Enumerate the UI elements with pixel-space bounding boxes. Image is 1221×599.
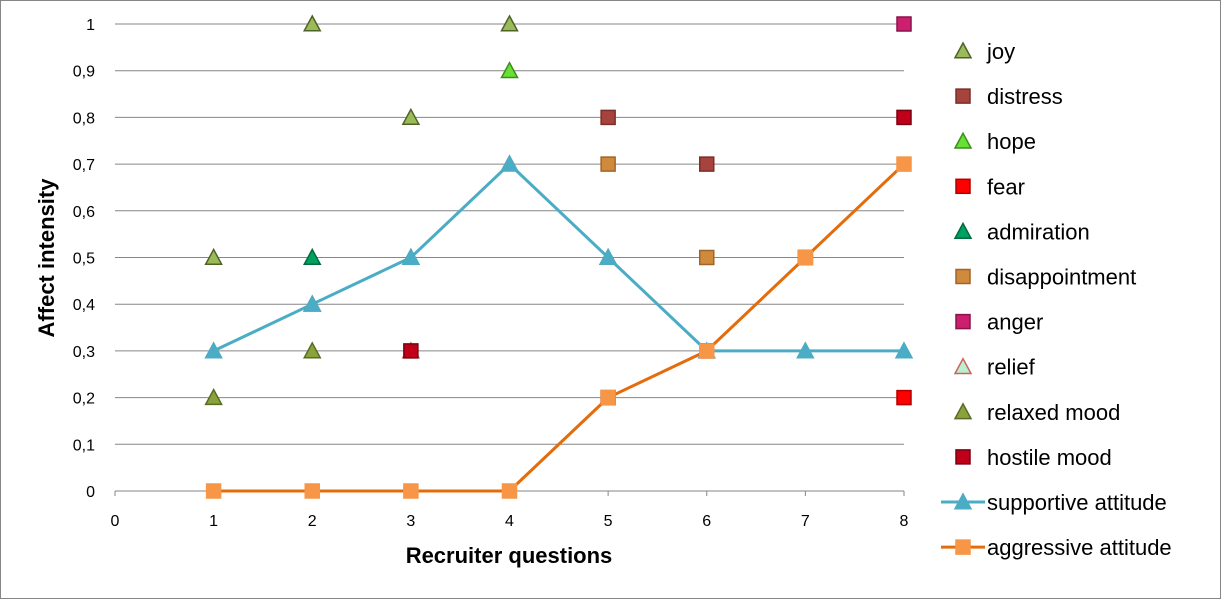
x-tick-label: 3 bbox=[406, 513, 415, 530]
legend-item-anger: anger bbox=[955, 310, 1043, 335]
legend-marker bbox=[953, 357, 973, 375]
legend-marker bbox=[955, 178, 971, 195]
legend-item-relief: relief bbox=[953, 355, 1036, 380]
y-tick-label: 0,7 bbox=[73, 157, 95, 174]
legend-item-relaxed-mood: relaxed mood bbox=[953, 400, 1120, 425]
joy-point bbox=[500, 14, 519, 32]
x-tick-label: 6 bbox=[702, 513, 711, 530]
relaxed-mood-point bbox=[204, 388, 223, 406]
hope-point bbox=[500, 61, 519, 79]
y-tick-label: 0,3 bbox=[73, 344, 95, 361]
joy-point bbox=[204, 247, 223, 266]
relaxed-mood-point bbox=[302, 341, 322, 359]
legend-item-disappointment: disappointment bbox=[955, 265, 1136, 290]
admiration-point bbox=[302, 247, 322, 266]
gridlines bbox=[115, 23, 904, 445]
aggressive-attitude-point bbox=[403, 483, 419, 499]
series-lines bbox=[212, 162, 906, 493]
x-tick-label: 1 bbox=[209, 513, 218, 530]
x-tick-label: 8 bbox=[900, 513, 909, 530]
y-axis-title: Affect intensity bbox=[34, 178, 59, 338]
axes: 0 0,1 0,2 0,3 0,4 0,5 0,6 0,7 0,8 0,9 1 0 1 2 3 4 5 6 7 8 bbox=[73, 17, 909, 530]
y-tick-label: 0,8 bbox=[73, 110, 95, 127]
x-tick-label: 7 bbox=[801, 513, 810, 530]
y-tick-label: 0,1 bbox=[73, 437, 95, 454]
y-tick-label: 0,5 bbox=[73, 251, 95, 268]
aggressive-attitude-point bbox=[600, 389, 616, 406]
legend-label: relaxed mood bbox=[987, 400, 1120, 425]
supportive-attitude-point bbox=[401, 247, 421, 266]
y-tick-label: 0,9 bbox=[73, 64, 95, 81]
legend: joy distress hope fear admiration disappointm… bbox=[941, 39, 1172, 560]
distress-point bbox=[600, 109, 616, 126]
legend-item-hostile-mood: hostile mood bbox=[955, 445, 1112, 470]
x-axis-title: Recruiter questions bbox=[406, 543, 613, 568]
legend-item-distress: distress bbox=[955, 84, 1063, 109]
x-tick-label: 2 bbox=[308, 513, 317, 530]
x-tick-label: 5 bbox=[604, 513, 613, 530]
legend-label: relief bbox=[987, 355, 1036, 380]
aggressive-attitude-line bbox=[213, 163, 906, 493]
legend-label: disappointment bbox=[987, 265, 1136, 290]
legend-marker bbox=[953, 221, 973, 239]
legend-item-joy: joy bbox=[953, 39, 1015, 64]
joy-point bbox=[401, 107, 421, 125]
y-tick-label: 0 bbox=[86, 484, 95, 501]
legend-label: distress bbox=[987, 84, 1063, 109]
legend-item-admiration: admiration bbox=[953, 219, 1090, 244]
legend-item-hope: hope bbox=[953, 129, 1036, 154]
disappointment-point bbox=[600, 156, 616, 172]
legend-label: admiration bbox=[987, 219, 1090, 244]
legend-label: fear bbox=[987, 174, 1025, 199]
legend-label: joy bbox=[986, 39, 1015, 64]
legend-marker bbox=[955, 449, 971, 465]
legend-label: supportive attitude bbox=[987, 490, 1167, 515]
legend-marker bbox=[953, 492, 973, 510]
aggressive-attitude-point bbox=[699, 343, 715, 359]
y-tick-label: 0,4 bbox=[73, 297, 95, 314]
anger-point bbox=[896, 16, 912, 32]
legend-label: anger bbox=[987, 310, 1043, 335]
legend-marker bbox=[955, 88, 971, 104]
supportive-attitude-line bbox=[212, 162, 904, 353]
aggressive-attitude-point bbox=[205, 483, 222, 499]
x-tick-label: 0 bbox=[111, 513, 120, 530]
y-tick-label: 0,2 bbox=[73, 391, 95, 408]
supportive-attitude-point bbox=[204, 341, 223, 359]
legend-label: hostile mood bbox=[987, 445, 1112, 470]
distress-point bbox=[699, 156, 715, 172]
legend-marker bbox=[953, 131, 973, 149]
series-markers bbox=[204, 14, 914, 499]
hostile-mood-point bbox=[403, 343, 419, 359]
joy-point bbox=[302, 14, 322, 32]
supportive-attitude-point bbox=[796, 341, 815, 359]
y-tick-label: 1 bbox=[86, 17, 95, 34]
legend-item-aggressive-attitude: aggressive attitude bbox=[941, 535, 1172, 560]
hostile-mood-point bbox=[896, 109, 912, 126]
fear-point bbox=[896, 389, 912, 406]
aggressive-attitude-point bbox=[501, 483, 518, 499]
legend-item-supportive-attitude: supportive attitude bbox=[941, 490, 1167, 515]
aggressive-attitude-point bbox=[304, 483, 320, 499]
legend-marker bbox=[955, 268, 971, 285]
aggressive-attitude-point bbox=[896, 156, 912, 172]
supportive-attitude-point bbox=[500, 154, 519, 172]
y-tick-label: 0,6 bbox=[73, 204, 95, 221]
legend-marker bbox=[953, 402, 973, 420]
legend-marker bbox=[955, 313, 971, 330]
legend-label: hope bbox=[987, 129, 1036, 154]
legend-item-fear: fear bbox=[955, 174, 1025, 199]
aggressive-attitude-point bbox=[797, 249, 814, 266]
supportive-attitude-point bbox=[302, 294, 322, 312]
legend-label: aggressive attitude bbox=[987, 535, 1172, 560]
x-tick-label: 4 bbox=[505, 513, 514, 530]
supportive-attitude-point bbox=[598, 247, 618, 266]
legend-marker bbox=[953, 41, 973, 59]
legend-marker bbox=[955, 539, 971, 555]
disappointment-point bbox=[699, 249, 715, 266]
supportive-attitude-point bbox=[894, 341, 914, 359]
